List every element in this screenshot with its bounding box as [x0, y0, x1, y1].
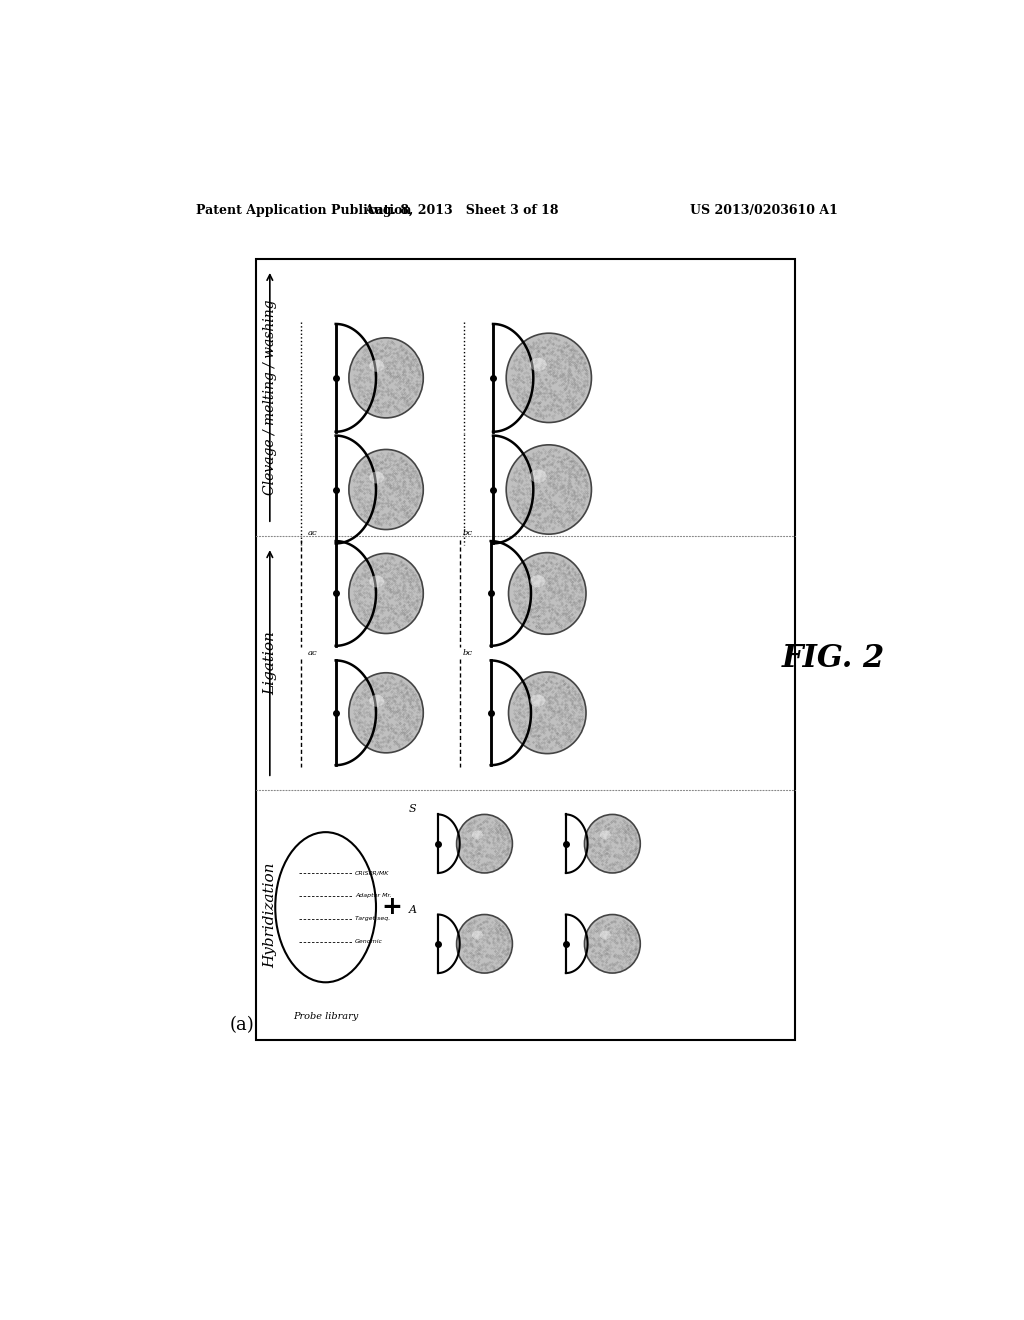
Text: +: +: [381, 895, 402, 919]
Bar: [256, 259, 795, 1040]
Text: bc: bc: [463, 648, 472, 656]
Text: Clevage / melting / washing: Clevage / melting / washing: [263, 300, 276, 495]
Ellipse shape: [370, 471, 384, 483]
Ellipse shape: [457, 915, 512, 973]
Ellipse shape: [529, 694, 546, 706]
Text: ac: ac: [307, 529, 317, 537]
Ellipse shape: [585, 915, 640, 973]
Text: Aug. 8, 2013   Sheet 3 of 18: Aug. 8, 2013 Sheet 3 of 18: [364, 205, 558, 218]
Ellipse shape: [509, 672, 586, 754]
Text: US 2013/0203610 A1: US 2013/0203610 A1: [689, 205, 838, 218]
Text: S: S: [409, 804, 416, 814]
Text: bc: bc: [463, 529, 472, 537]
Ellipse shape: [349, 449, 423, 529]
Text: Ligation: Ligation: [263, 631, 276, 694]
Ellipse shape: [370, 360, 384, 372]
Text: ac: ac: [307, 648, 317, 656]
Ellipse shape: [529, 358, 547, 371]
Ellipse shape: [529, 576, 546, 587]
Text: Patent Application Publication: Patent Application Publication: [197, 205, 412, 218]
Ellipse shape: [370, 694, 384, 706]
Text: FIG. 2: FIG. 2: [781, 643, 885, 675]
Text: Hybridization: Hybridization: [263, 862, 276, 968]
Ellipse shape: [370, 576, 384, 587]
Text: Adaptor Mr.: Adaptor Mr.: [355, 894, 391, 898]
Text: Genomic: Genomic: [355, 940, 383, 944]
Ellipse shape: [506, 333, 592, 422]
Text: A: A: [409, 904, 417, 915]
Ellipse shape: [349, 338, 423, 418]
Ellipse shape: [275, 832, 376, 982]
Ellipse shape: [585, 814, 640, 873]
Text: CRISPR/MK: CRISPR/MK: [355, 870, 389, 875]
Ellipse shape: [349, 553, 423, 634]
Ellipse shape: [472, 931, 483, 940]
Ellipse shape: [457, 814, 512, 873]
Ellipse shape: [600, 931, 611, 940]
Ellipse shape: [509, 553, 586, 635]
Ellipse shape: [529, 470, 547, 483]
Ellipse shape: [600, 830, 611, 840]
Text: Target seq.: Target seq.: [355, 916, 390, 921]
Ellipse shape: [349, 673, 423, 752]
Text: (a): (a): [229, 1015, 254, 1034]
Ellipse shape: [472, 830, 483, 840]
Ellipse shape: [506, 445, 592, 535]
Text: Probe library: Probe library: [293, 1012, 358, 1022]
